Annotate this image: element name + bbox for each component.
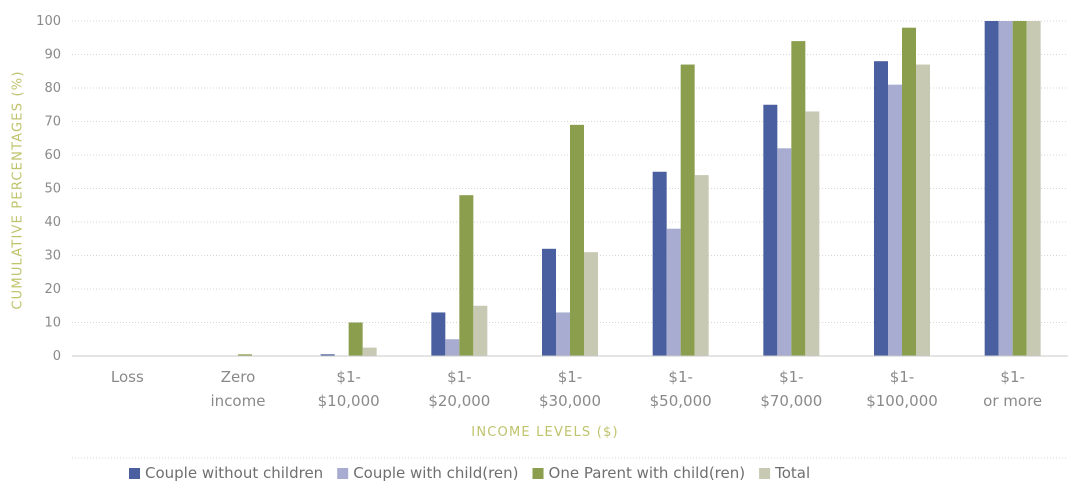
- legend-label: Total: [774, 464, 810, 482]
- x-tick-label: or more: [983, 392, 1042, 410]
- bar: [238, 354, 252, 356]
- bar: [431, 312, 446, 356]
- y-tick-label: 0: [53, 349, 61, 364]
- bar: [694, 175, 709, 356]
- bar: [652, 171, 667, 356]
- x-tick-label: $1-: [558, 368, 583, 386]
- bar: [874, 61, 888, 356]
- x-tick-label: $1-: [779, 368, 804, 386]
- bar: [473, 305, 488, 356]
- x-tick-label: $100,000: [866, 392, 938, 410]
- bar: [998, 21, 1013, 356]
- bars: [238, 21, 1041, 357]
- y-tick-label: 90: [44, 48, 61, 63]
- bar: [348, 322, 363, 356]
- x-tick-label: $1-: [336, 368, 361, 386]
- bar: [680, 64, 695, 357]
- x-axis-ticks: Loss Zero income $1- $10,000 $1- $20,000 $1- $30…: [111, 368, 1042, 410]
- y-tick-label: 40: [44, 215, 61, 230]
- bar: [777, 148, 792, 356]
- x-tick-label: Loss: [111, 368, 144, 386]
- y-tick-label: 50: [44, 182, 61, 197]
- bar: [666, 228, 681, 356]
- y-axis-ticks: 0 10 20 30 40 50 60 70 80 90 100: [36, 14, 61, 364]
- bar: [445, 339, 460, 356]
- x-tick-label: Zero: [221, 368, 256, 386]
- bar: [916, 64, 930, 357]
- bar: [556, 312, 570, 356]
- bar: [1026, 21, 1041, 356]
- x-tick-label: $1-: [890, 368, 915, 386]
- legend-swatch: [337, 468, 349, 479]
- bar: [888, 84, 902, 357]
- bar: [763, 104, 778, 356]
- x-tick-label: $70,000: [760, 392, 822, 410]
- x-tick-label: $50,000: [650, 392, 712, 410]
- bar: [805, 111, 820, 356]
- bar: [459, 195, 474, 356]
- y-axis-label: CUMULATIVE PERCENTAGES (%): [11, 70, 26, 309]
- y-tick-label: 70: [44, 115, 61, 130]
- legend-label: One Parent with child(ren): [549, 464, 746, 482]
- legend: Couple without children Couple with child…: [129, 464, 810, 482]
- legend-label: Couple without children: [145, 464, 323, 482]
- bar: [584, 252, 598, 356]
- y-tick-label: 30: [44, 249, 61, 264]
- x-tick-label: $20,000: [428, 392, 490, 410]
- bar: [320, 354, 335, 356]
- legend-swatch: [532, 468, 544, 479]
- x-tick-label: $30,000: [539, 392, 601, 410]
- y-tick-label: 100: [36, 14, 61, 29]
- y-tick-label: 10: [44, 316, 61, 331]
- x-tick-label: $1-: [668, 368, 693, 386]
- y-tick-label: 60: [44, 148, 61, 163]
- x-tick-label: $1-: [447, 368, 472, 386]
- x-tick-label: $10,000: [318, 392, 380, 410]
- legend-swatch: [759, 468, 771, 479]
- bar: [791, 41, 806, 356]
- x-tick-label: income: [211, 392, 266, 410]
- x-axis-label: INCOME LEVELS ($): [471, 425, 618, 440]
- bar: [1012, 21, 1027, 356]
- y-tick-label: 80: [44, 81, 61, 96]
- x-tick-label: $1-: [1000, 368, 1025, 386]
- legend-swatch: [129, 468, 140, 479]
- y-tick-label: 20: [44, 282, 61, 297]
- bar: [362, 347, 377, 356]
- bar: [902, 27, 916, 356]
- bar: [542, 248, 556, 356]
- bar: [984, 21, 999, 356]
- bar: [570, 124, 584, 356]
- legend-label: Couple with child(ren): [353, 464, 518, 482]
